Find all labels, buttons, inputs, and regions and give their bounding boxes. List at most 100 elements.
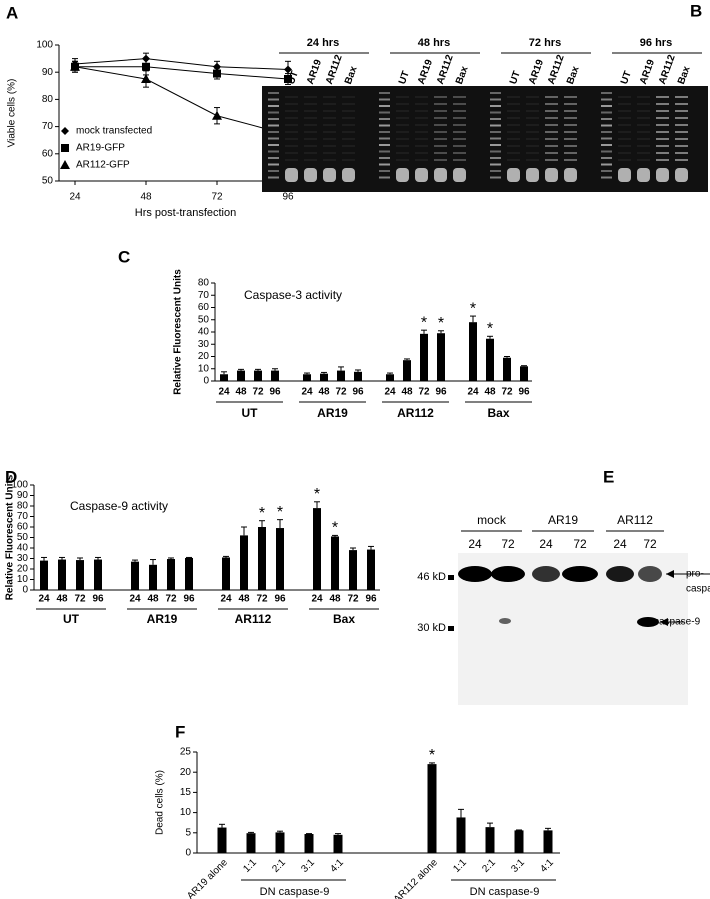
group-label: AR19: [317, 406, 348, 420]
blot-lane-label: 72: [573, 537, 587, 551]
y-tick-label: 40: [17, 543, 29, 554]
timepoint-label: 96 hrs: [640, 37, 672, 49]
ladder-smear: [618, 131, 631, 133]
ladder-band: [601, 176, 612, 179]
dna-blob: [453, 168, 466, 182]
ladder-band: [601, 111, 612, 114]
ladder-smear: [618, 152, 631, 154]
ladder-smear: [434, 110, 447, 112]
ladder-band: [379, 98, 390, 101]
bar: [333, 834, 343, 853]
ladder-smear: [285, 96, 298, 98]
x-tick-label: 48: [318, 387, 330, 398]
bar: [149, 564, 157, 590]
ladder-smear: [618, 145, 631, 147]
ladder-smear: [304, 124, 317, 126]
group-label: UT: [242, 406, 259, 420]
bar: [220, 374, 228, 381]
ladder-band: [268, 144, 279, 146]
ladder-band: [268, 157, 279, 159]
ladder-smear: [656, 110, 669, 112]
pro-caspase-band: [638, 566, 662, 582]
ladder-smear: [304, 117, 317, 119]
y-tick-label: 80: [42, 94, 54, 105]
dna-blob: [415, 168, 428, 182]
ladder-smear: [342, 103, 355, 105]
ladder-smear: [526, 145, 539, 147]
dna-blob: [304, 168, 317, 182]
x-tick-label: 3:1: [299, 857, 317, 875]
ladder-smear: [453, 117, 466, 119]
x-tick-label: 24: [129, 594, 141, 605]
lane-label: Bax: [454, 65, 471, 86]
lane-label: UT: [286, 70, 301, 86]
x-tick-label: 4:1: [538, 857, 556, 875]
band-label: caspase-9: [686, 584, 710, 595]
x-tick-label: 96: [92, 594, 104, 605]
ladder-band: [601, 92, 612, 94]
ladder-smear: [342, 96, 355, 98]
x-tick-label: 96: [365, 594, 377, 605]
x-axis-label: Hrs post-transfection: [135, 207, 236, 219]
ladder-band: [268, 163, 279, 166]
ladder-smear: [637, 138, 650, 140]
ladder-band: [601, 98, 612, 101]
bar: [258, 527, 266, 590]
bar: [514, 830, 524, 853]
ladder-smear: [545, 117, 558, 119]
group-label: AR112: [235, 612, 272, 626]
blot-lane-label: 24: [539, 537, 553, 551]
ladder-band: [379, 124, 390, 127]
ladder-band: [268, 176, 279, 179]
y-tick-label: 20: [198, 351, 210, 362]
ladder-smear: [526, 117, 539, 119]
x-tick-label: 96: [435, 387, 447, 398]
bar: [456, 817, 466, 853]
x-tick-label: 96: [183, 594, 195, 605]
ladder-band: [490, 105, 501, 107]
ladder-smear: [396, 159, 409, 161]
significance: *: [332, 520, 338, 537]
dna-blob: [526, 168, 539, 182]
y-tick-label: 20: [180, 767, 192, 778]
ladder-smear: [637, 159, 650, 161]
x-tick-label: 48: [401, 387, 413, 398]
ladder-smear: [434, 145, 447, 147]
x-tick-label: 4:1: [328, 857, 346, 875]
ladder-smear: [656, 117, 669, 119]
ladder-smear: [618, 159, 631, 161]
x-tick-label: 24: [311, 594, 323, 605]
lane-label: AR19: [527, 58, 546, 86]
ladder-smear: [285, 117, 298, 119]
marker: [70, 61, 80, 71]
ladder-smear: [323, 145, 336, 147]
ladder-smear: [564, 159, 577, 161]
bar: [254, 370, 262, 381]
y-tick-label: 20: [17, 564, 29, 575]
dna-blob: [342, 168, 355, 182]
ladder-smear: [656, 131, 669, 133]
legend-label: AR19-GFP: [76, 143, 125, 154]
ladder-smear: [564, 96, 577, 98]
y-tick-label: 100: [11, 480, 28, 491]
mw-marker: [448, 626, 454, 631]
x-tick-label: 48: [235, 387, 247, 398]
ladder-smear: [323, 110, 336, 112]
y-tick-label: 0: [203, 376, 209, 387]
y-tick-label: 70: [17, 511, 29, 522]
ladder-smear: [507, 152, 520, 154]
ladder-smear: [637, 117, 650, 119]
ladder-band: [490, 137, 501, 140]
ladder-smear: [545, 152, 558, 154]
ladder-smear: [323, 138, 336, 140]
x-tick-label: 72: [347, 594, 359, 605]
ladder-band: [601, 150, 612, 153]
ladder-smear: [415, 138, 428, 140]
ladder-smear: [507, 124, 520, 126]
lane-label: Bax: [343, 65, 360, 86]
ladder-smear: [564, 117, 577, 119]
x-tick-label: AR19 alone: [185, 857, 230, 899]
bar: [40, 560, 48, 590]
ladder-smear: [323, 152, 336, 154]
bar: [276, 528, 284, 590]
